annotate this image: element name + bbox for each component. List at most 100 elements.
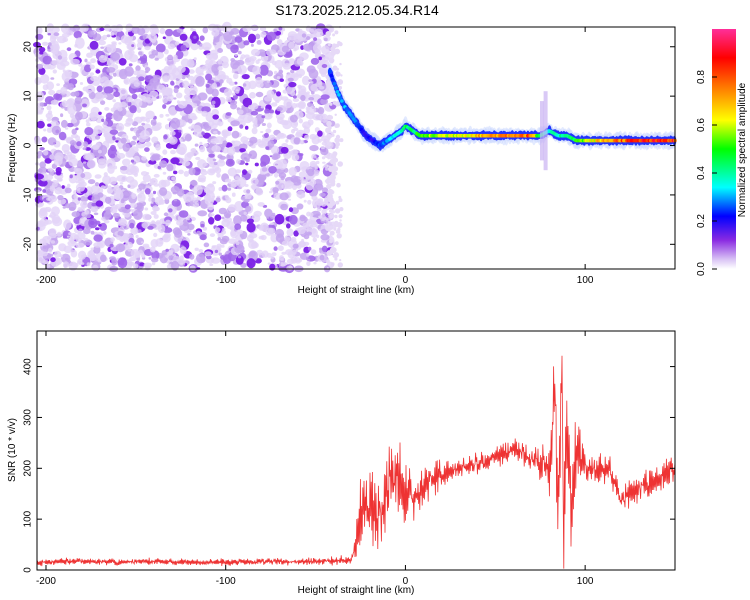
- noise-blob: [334, 137, 341, 144]
- noise-blob: [119, 54, 124, 58]
- noise-blob: [333, 227, 337, 231]
- noise-blob: [309, 145, 319, 152]
- noise-blob: [280, 203, 288, 211]
- noise-blob: [120, 35, 129, 44]
- noise-blob: [274, 59, 284, 69]
- noise-blob: [228, 181, 232, 185]
- y-tick-label: 0: [23, 142, 34, 148]
- colorbar-tick-label: 0.4: [696, 166, 707, 180]
- noise-blob: [55, 93, 63, 101]
- noise-blob: [129, 105, 137, 114]
- noise-blob: [230, 120, 240, 127]
- noise-blob: [150, 211, 157, 215]
- noise-blob: [78, 250, 87, 260]
- noise-blob: [145, 118, 151, 123]
- noise-blob: [321, 209, 327, 215]
- noise-blob: [261, 136, 270, 147]
- noise-blob: [94, 92, 105, 102]
- noise-blob: [61, 185, 65, 189]
- noise-blob: [327, 31, 330, 34]
- noise-blob: [311, 195, 318, 201]
- noise-blob: [312, 155, 317, 159]
- noise-blob: [157, 224, 166, 234]
- noise-blob: [41, 251, 49, 257]
- noise-blob: [137, 47, 142, 51]
- noise-blob: [311, 228, 317, 234]
- noise-blob: [334, 113, 337, 117]
- noise-blob: [271, 212, 276, 216]
- noise-blob: [212, 52, 218, 60]
- noise-blob: [298, 240, 306, 248]
- x-tick-label: 100: [577, 275, 594, 286]
- noise-blob: [337, 262, 343, 268]
- noise-blob: [144, 45, 151, 51]
- noise-blob: [86, 89, 92, 94]
- noise-blob: [205, 73, 213, 81]
- noise-blob: [149, 246, 156, 253]
- noise-blob: [256, 249, 264, 256]
- noise-blob: [98, 111, 102, 116]
- noise-blob: [74, 96, 83, 105]
- noise-blob: [68, 206, 76, 211]
- noise-blob: [277, 245, 284, 251]
- noise-blob: [142, 243, 150, 248]
- noise-blob: [54, 173, 64, 180]
- noise-blob: [237, 109, 244, 115]
- noise-blob: [107, 165, 115, 174]
- noise-blob: [141, 122, 146, 126]
- noise-blob: [319, 85, 325, 90]
- noise-blob: [104, 107, 110, 111]
- noise-blob: [176, 74, 183, 80]
- noise-blob: [306, 231, 312, 236]
- noise-blob: [127, 101, 132, 106]
- noise-blob: [103, 132, 109, 138]
- noise-blob: [250, 177, 259, 186]
- noise-blob: [57, 55, 63, 60]
- noise-blob: [138, 183, 146, 190]
- noise-blob: [317, 138, 322, 143]
- noise-blob: [290, 69, 295, 74]
- noise-blob: [39, 238, 47, 245]
- noise-blob: [266, 49, 273, 56]
- noise-blob: [179, 122, 184, 125]
- noise-blob: [284, 237, 291, 242]
- noise-blob: [301, 238, 305, 243]
- noise-blob: [122, 143, 130, 152]
- noise-blob: [116, 151, 120, 155]
- noise-blob: [317, 107, 325, 115]
- colorbar-ticks: 0.0 0.2 0.4 0.6 0.8: [696, 70, 717, 276]
- noise-blob: [281, 251, 287, 255]
- noise-blob: [129, 256, 137, 262]
- noise-blob: [173, 87, 179, 94]
- noise-blob: [132, 70, 140, 76]
- noise-blob: [310, 81, 314, 84]
- noise-blob: [255, 187, 263, 196]
- noise-blob: [215, 227, 221, 233]
- noise-blob: [86, 262, 91, 267]
- noise-blob: [187, 233, 191, 236]
- noise-blob: [298, 258, 303, 263]
- noise-blob: [234, 169, 242, 174]
- noise-blob: [311, 90, 315, 95]
- noise-blob: [74, 234, 80, 240]
- noise-blob: [137, 229, 142, 233]
- noise-blob: [75, 183, 86, 192]
- noise-blob: [274, 172, 279, 178]
- noise-blob: [250, 43, 254, 47]
- noise-blob: [213, 161, 218, 166]
- noise-blob: [204, 197, 214, 206]
- noise-blob: [319, 254, 325, 261]
- noise-blob: [170, 243, 180, 253]
- noise-blob: [48, 228, 57, 236]
- noise-blob: [137, 60, 142, 64]
- noise-blob: [313, 261, 317, 265]
- noise-blob: [90, 75, 99, 82]
- noise-blob: [278, 69, 284, 74]
- noise-cloud: [33, 21, 344, 274]
- noise-blob: [200, 170, 208, 176]
- noise-blob: [257, 177, 265, 183]
- noise-blob: [102, 94, 108, 98]
- noise-blob: [120, 165, 128, 171]
- noise-blob: [64, 187, 72, 194]
- noise-blob: [240, 136, 249, 144]
